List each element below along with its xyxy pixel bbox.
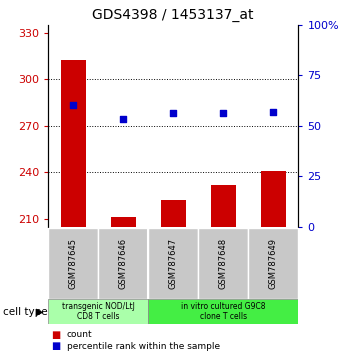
Text: GSM787648: GSM787648 [219,238,228,289]
Point [70,103,76,108]
Bar [148,299,298,324]
Text: transgenic NOD/LtJ
CD8 T cells: transgenic NOD/LtJ CD8 T cells [62,302,134,321]
Text: ▶: ▶ [36,307,43,316]
Point [221,110,226,116]
Text: cell type: cell type [3,307,48,316]
Text: percentile rank within the sample: percentile rank within the sample [67,342,220,351]
Bar [261,171,286,227]
Bar [248,228,298,299]
Point [120,116,126,122]
Bar [198,228,248,299]
Bar [148,228,198,299]
Title: GDS4398 / 1453137_at: GDS4398 / 1453137_at [93,8,254,22]
Bar [98,228,148,299]
Text: ■: ■ [51,341,61,351]
Bar [48,299,148,324]
Text: ■: ■ [51,330,61,339]
Bar [211,185,236,227]
Bar [161,200,186,227]
Bar [60,61,85,227]
Bar [110,217,135,227]
Text: in vitro cultured G9C8
clone T cells: in vitro cultured G9C8 clone T cells [181,302,265,321]
Point [271,109,276,115]
Text: GSM787649: GSM787649 [269,238,278,289]
Text: GSM787647: GSM787647 [169,238,178,289]
Text: count: count [67,330,93,339]
Bar [48,228,98,299]
Text: GSM787646: GSM787646 [119,238,128,289]
Text: GSM787645: GSM787645 [69,238,78,289]
Point [170,110,176,116]
